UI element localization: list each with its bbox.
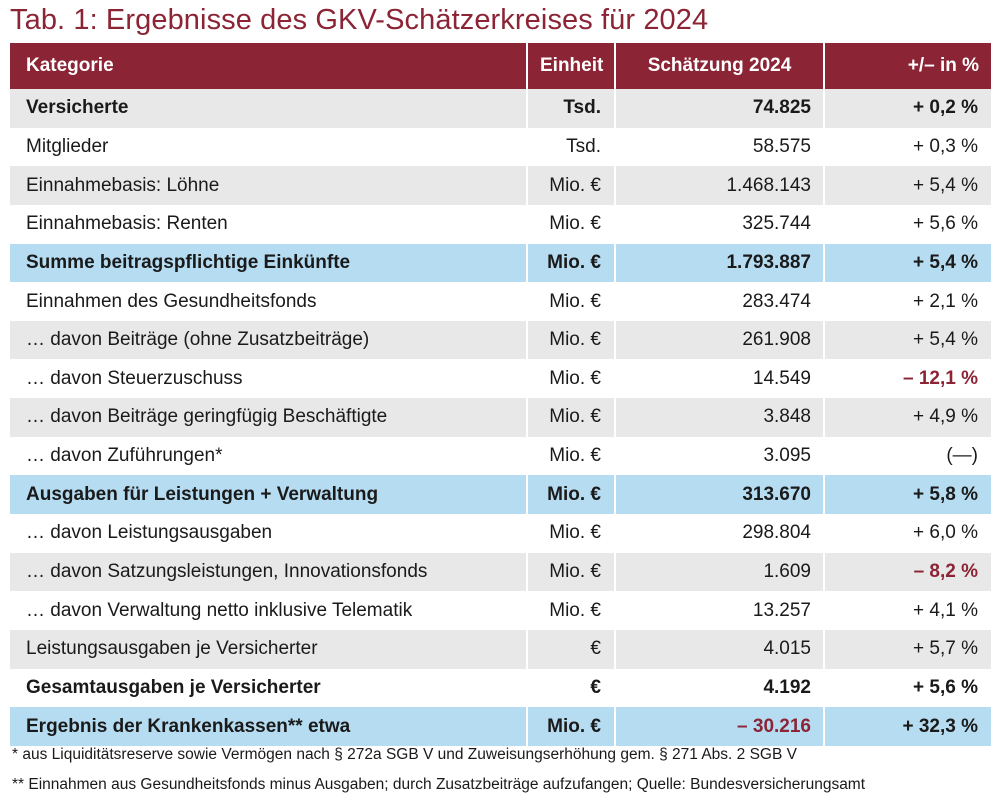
row-unit: Mio. € [526, 514, 615, 553]
row-label: Einnahmebasis: Löhne [10, 166, 527, 205]
row-estimate: – 30.216 [614, 707, 824, 746]
row-unit: Mio. € [526, 204, 615, 244]
row-estimate: 325.744 [614, 204, 824, 244]
results-table: Kategorie Einheit Schätzung 2024 +/– in … [10, 43, 991, 746]
table-row: Versicherte Tsd. 74.825 + 0,2 % [10, 89, 991, 128]
row-change: + 5,6 % [823, 668, 991, 708]
footnote-2: ** Einnahmen aus Gesundheitsfonds minus … [12, 776, 866, 793]
row-change: + 5,4 % [823, 320, 991, 360]
row-estimate: 4.015 [614, 629, 824, 669]
row-unit: € [526, 668, 615, 708]
row-change: (—) [823, 436, 991, 476]
row-change: + 2,1 % [823, 282, 991, 321]
row-change: + 5,6 % [823, 204, 991, 244]
row-unit: Mio. € [526, 591, 615, 630]
row-estimate: 13.257 [614, 591, 824, 630]
row-estimate: 3.848 [614, 398, 824, 437]
table-row: Einnahmen des Gesundheitsfonds Mio. €283.… [10, 282, 991, 321]
table-row: Einnahmebasis: Löhne Mio. €1.468.143 + 5,4… [10, 166, 991, 205]
column-header-change: +/– in % [823, 43, 991, 89]
row-estimate: 1.468.143 [614, 166, 824, 205]
row-label: Einnahmebasis: Renten [10, 204, 527, 244]
row-change: + 4,1 % [823, 591, 991, 630]
row-label: … davon Verwaltung netto inklusive Telem… [10, 591, 527, 630]
table-row: … davon Beiträge (ohne Zusatzbeiträge) Mi… [10, 320, 991, 360]
row-unit: Mio. € [526, 707, 615, 746]
column-header-category: Kategorie [10, 43, 527, 89]
table-row: … davon Beiträge geringfügig Beschäftigt… [10, 398, 991, 437]
row-unit: Mio. € [526, 166, 615, 205]
table-row: Mitglieder Tsd. 58.575 + 0,3 % [10, 127, 991, 167]
row-change: + 5,7 % [823, 629, 991, 669]
row-estimate: 1.609 [614, 552, 824, 592]
row-estimate: 261.908 [614, 320, 824, 360]
table-row: … davon Steuerzuschuss Mio. €14.549– 12,1… [10, 359, 991, 399]
row-unit: € [526, 629, 615, 669]
row-unit: Tsd. [526, 127, 615, 167]
row-label: Summe beitragspflichtige Einkünfte [10, 243, 527, 283]
row-estimate: 74.825 [614, 89, 824, 128]
row-label: Leistungsausgaben je Versicherter [10, 629, 527, 669]
row-unit: Mio. € [526, 320, 615, 360]
table-body: Versicherte Tsd. 74.825 + 0,2 % Mitglieder Ts… [10, 89, 991, 746]
row-change: – 12,1 % [823, 359, 991, 399]
column-header-estimate: Schätzung 2024 [614, 43, 824, 89]
row-change: + 32,3 % [823, 707, 991, 746]
row-change: + 5,4 % [823, 243, 991, 283]
row-unit: Mio. € [526, 436, 615, 476]
table-row: Summe beitragspflichtige Einkünfte Mio. €… [10, 243, 991, 283]
table-row: Einnahmebasis: Renten Mio. €325.744 + 5,6 … [10, 204, 991, 244]
row-change: + 0,3 % [823, 127, 991, 167]
row-change: + 6,0 % [823, 514, 991, 553]
row-unit: Mio. € [526, 398, 615, 437]
table-row: Leistungsausgaben je Versicherter €4.015 +… [10, 629, 991, 669]
table-row: … davon Zuführungen* Mio. €3.095 (—) [10, 436, 991, 476]
table-row: … davon Satzungsleistungen, Innovationsf… [10, 552, 991, 592]
table-row: Ausgaben für Leistungen + Verwaltung Mio.… [10, 475, 991, 515]
row-label: Gesamtausgaben je Versicherter [10, 668, 527, 708]
row-unit: Mio. € [526, 282, 615, 321]
column-header-unit: Einheit [526, 43, 615, 89]
row-unit: Mio. € [526, 243, 615, 283]
row-unit: Tsd. [526, 89, 615, 128]
row-estimate: 283.474 [614, 282, 824, 321]
row-label: … davon Zuführungen* [10, 436, 527, 476]
row-label: Einnahmen des Gesundheitsfonds [10, 282, 527, 321]
row-change: + 4,9 % [823, 398, 991, 437]
row-estimate: 1.793.887 [614, 243, 824, 283]
table-header-row: Kategorie Einheit Schätzung 2024 +/– in … [10, 43, 991, 89]
table-row: … davon Leistungsausgaben Mio. €298.804 + … [10, 514, 991, 553]
row-estimate: 3.095 [614, 436, 824, 476]
table-row: Gesamtausgaben je Versicherter €4.192 + 5,… [10, 668, 991, 708]
row-unit: Mio. € [526, 359, 615, 399]
row-change: + 5,4 % [823, 166, 991, 205]
row-label: Versicherte [10, 89, 527, 128]
row-unit: Mio. € [526, 475, 615, 515]
row-label: … davon Beiträge geringfügig Beschäftigt… [10, 398, 527, 437]
row-label: … davon Steuerzuschuss [10, 359, 527, 399]
row-label: Ergebnis der Krankenkassen** etwa [10, 707, 527, 746]
table-row: Ergebnis der Krankenkassen** etwa Mio. € –… [10, 707, 991, 746]
row-label: … davon Leistungsausgaben [10, 514, 527, 553]
row-label: Ausgaben für Leistungen + Verwaltung [10, 475, 527, 515]
footnote-1: * aus Liquiditätsreserve sowie Vermögen … [12, 746, 797, 763]
row-label: … davon Satzungsleistungen, Innovationsf… [10, 552, 527, 592]
row-estimate: 58.575 [614, 127, 824, 167]
row-label: Mitglieder [10, 127, 527, 167]
row-change: – 8,2 % [823, 552, 991, 592]
row-estimate: 14.549 [614, 359, 824, 399]
row-label: … davon Beiträge (ohne Zusatzbeiträge) [10, 320, 527, 360]
row-estimate: 298.804 [614, 514, 824, 553]
table-row: … davon Verwaltung netto inklusive Telem… [10, 591, 991, 630]
row-change: + 0,2 % [823, 89, 991, 128]
row-estimate: 313.670 [614, 475, 824, 515]
row-estimate: 4.192 [614, 668, 824, 708]
row-unit: Mio. € [526, 552, 615, 592]
table-title: Tab. 1: Ergebnisse des GKV-Schätzerkreis… [10, 4, 709, 36]
row-change: + 5,8 % [823, 475, 991, 515]
